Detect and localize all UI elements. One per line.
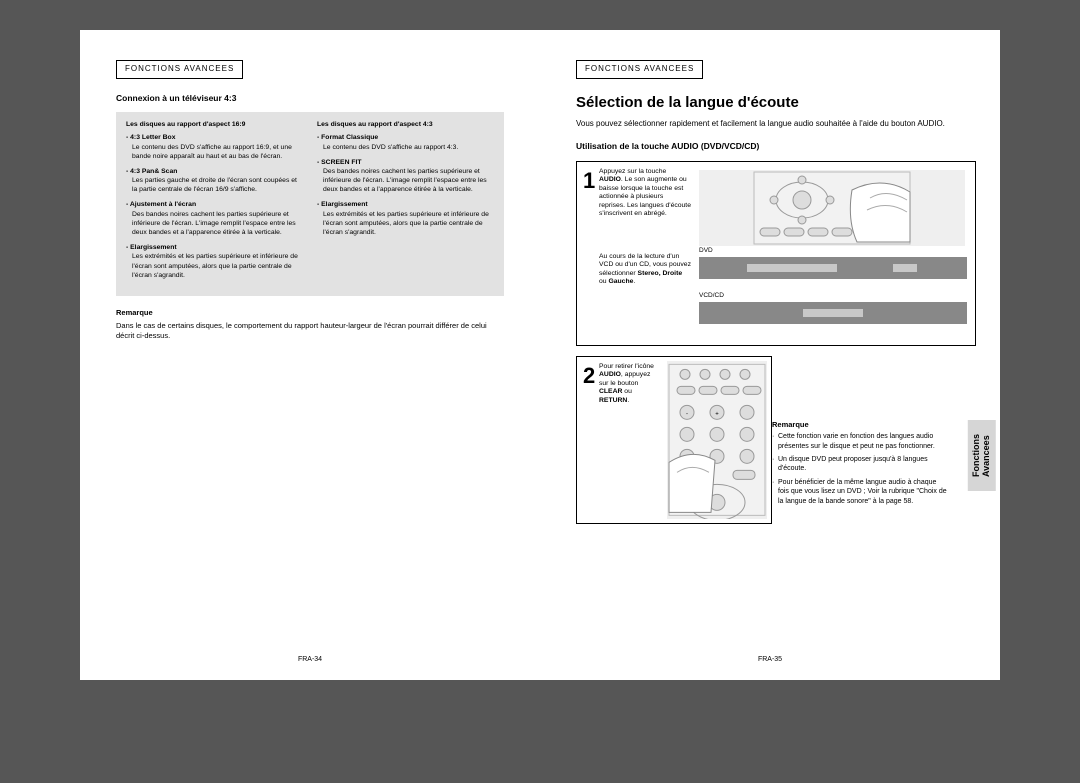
svg-text:-: - bbox=[686, 411, 688, 417]
remote-image-2: - + bbox=[667, 361, 767, 519]
section-header: FONCTIONS AVANCEES bbox=[576, 60, 703, 79]
step-text: Pour retirer l'icône AUDIO, appuyez sur … bbox=[599, 357, 663, 523]
remote-icon bbox=[699, 170, 965, 246]
audio-display-dvd bbox=[699, 257, 967, 279]
col-title: Les disques au rapport d'aspect 16:9 bbox=[126, 120, 303, 129]
vcd-label: VCD/CD bbox=[699, 292, 724, 301]
remark-item: Pour bénéficier de la même langue audio … bbox=[772, 478, 948, 506]
step-number: 1 bbox=[577, 162, 599, 345]
page-right: FONCTIONS AVANCEES Sélection de la langu… bbox=[540, 30, 1000, 680]
page-number: FRA-35 bbox=[758, 655, 782, 664]
section-header: FONCTIONS AVANCEES bbox=[116, 60, 243, 79]
remark-heading: Remarque bbox=[116, 308, 504, 318]
dvd-label: DVD bbox=[699, 247, 713, 256]
right-remark-block: Remarque Cette fonction varie en fonctio… bbox=[772, 420, 948, 510]
page-left: FONCTIONS AVANCEES Connexion à un télévi… bbox=[80, 30, 540, 680]
audio-display-vcd bbox=[699, 302, 967, 324]
remark-item: Un disque DVD peut proposer jusqu'à 8 la… bbox=[772, 455, 948, 474]
step-2-box: 2 Pour retirer l'icône AUDIO, appuyez su… bbox=[576, 356, 772, 524]
page-title: Sélection de la langue d'écoute bbox=[576, 93, 976, 113]
col-title: Les disques au rapport d'aspect 4:3 bbox=[317, 120, 494, 129]
section-tab: Fonctions Avancees bbox=[968, 420, 996, 491]
col-4-3: Les disques au rapport d'aspect 4:3 - Fo… bbox=[317, 120, 494, 286]
step-text: Appuyez sur la touche AUDIO. Le son augm… bbox=[599, 162, 695, 345]
remote-image-1 bbox=[699, 170, 965, 246]
remark-text: Dans le cas de certains disques, le comp… bbox=[116, 321, 504, 341]
connection-title: Connexion à un téléviseur 4:3 bbox=[116, 93, 504, 104]
lead-text: Vous pouvez sélectionner rapidement et f… bbox=[576, 119, 976, 129]
remark-heading: Remarque bbox=[772, 420, 948, 430]
page-number: FRA-34 bbox=[298, 655, 322, 664]
step-1-box: 1 Appuyez sur la touche AUDIO. Le son au… bbox=[576, 161, 976, 346]
subheading: Utilisation de la touche AUDIO (DVD/VCD/… bbox=[576, 141, 976, 152]
col-16-9: Les disques au rapport d'aspect 16:9 - 4… bbox=[126, 120, 303, 286]
step-number: 2 bbox=[577, 357, 599, 523]
svg-text:+: + bbox=[715, 411, 719, 417]
aspect-ratio-box: Les disques au rapport d'aspect 16:9 - 4… bbox=[116, 112, 504, 296]
remark-item: Cette fonction varie en fonction des lan… bbox=[772, 432, 948, 451]
remote-icon: - + bbox=[667, 361, 767, 519]
